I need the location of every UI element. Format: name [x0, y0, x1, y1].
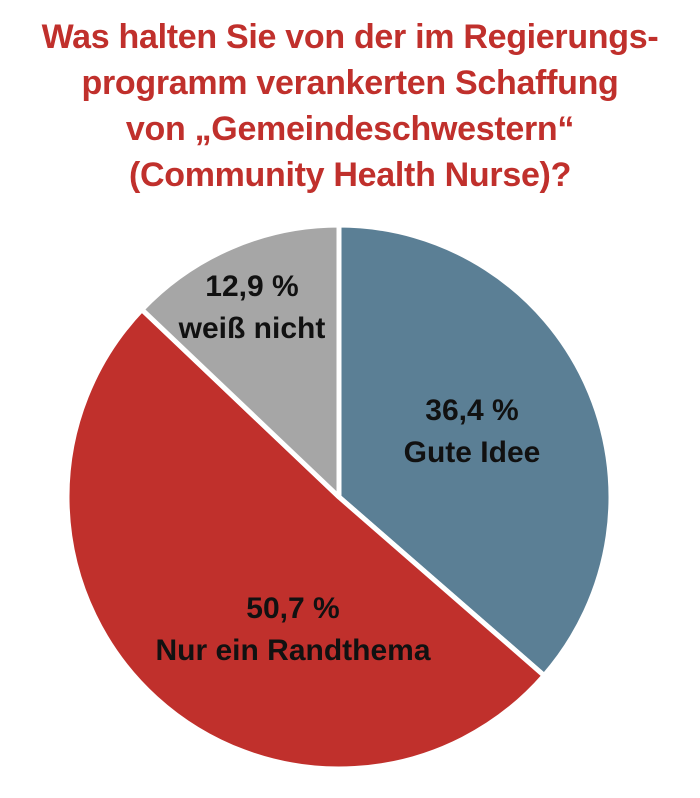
chart-title-line: programm verankerten Schaffung: [81, 64, 619, 102]
slice-category-label: weiß nicht: [178, 312, 326, 345]
chart-title-line: von „Gemeindeschwestern“: [125, 110, 575, 148]
slice-value-label: 36,4 %: [425, 394, 518, 427]
pie-slice-nur-ein-randthema: [64, 307, 547, 772]
chart-title-line: (Community Health Nurse)?: [128, 156, 572, 194]
pie-labels: 36,4 % Gute Idee 50,7 % Nur ein Randthema 12…: [155, 270, 540, 667]
pie-slices: [64, 222, 614, 772]
slice-value-label: 50,7 %: [246, 592, 339, 625]
chart-title-line: Was halten Sie von der im Regierungs-: [41, 18, 659, 56]
pie-slice-gute-idee: [336, 222, 614, 679]
pie-slice-weiß-nicht: [139, 222, 342, 500]
slice-value-label: 12,9 %: [205, 270, 298, 303]
chart-title: Was halten Sie von der im Regierungs- pr…: [0, 14, 700, 198]
slice-category-label: Gute Idee: [404, 436, 541, 469]
slice-category-label: Nur ein Randthema: [155, 634, 430, 667]
